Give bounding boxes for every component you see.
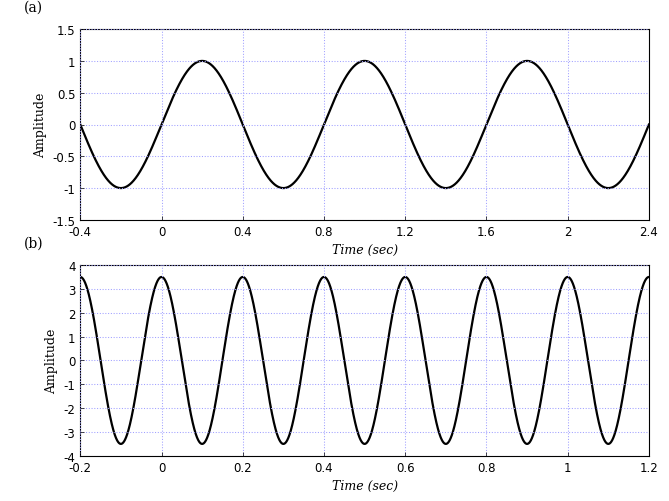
Y-axis label: Amplitude: Amplitude (45, 328, 58, 393)
Text: (a): (a) (23, 1, 43, 15)
X-axis label: Time (sec): Time (sec) (332, 244, 397, 257)
Y-axis label: Amplitude: Amplitude (34, 93, 47, 158)
X-axis label: Time (sec): Time (sec) (332, 479, 397, 492)
Text: (b): (b) (23, 236, 43, 250)
